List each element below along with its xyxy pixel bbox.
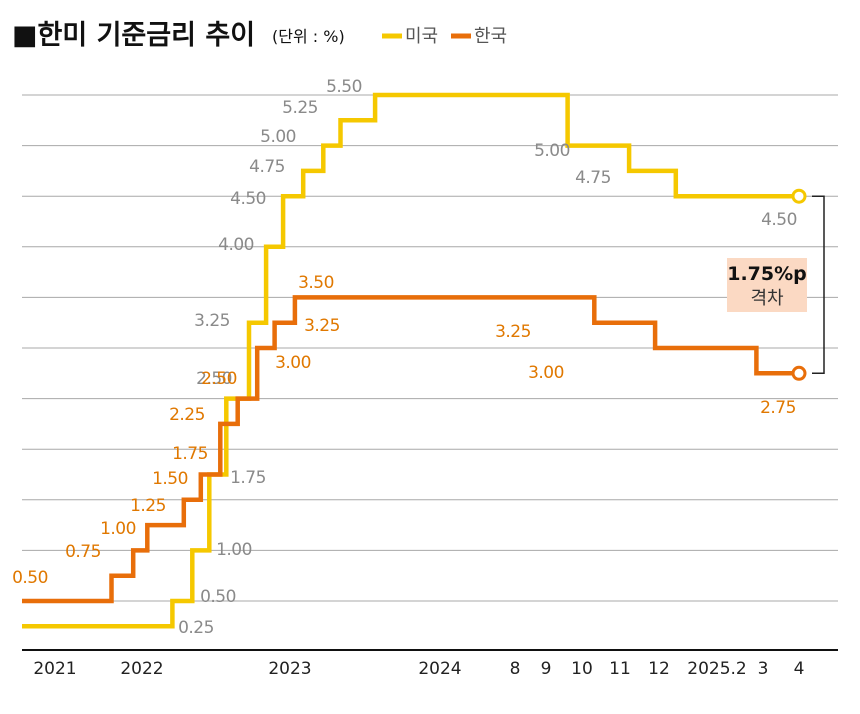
value-label-us: 4.75 xyxy=(249,157,285,177)
value-label-us: 4.75 xyxy=(575,168,611,188)
value-label-us: 3.25 xyxy=(194,311,230,331)
value-label-us: 4.50 xyxy=(761,210,797,230)
value-label-us: 5.25 xyxy=(282,98,318,118)
value-label-kr: 1.50 xyxy=(152,469,188,489)
value-label-kr: 2.75 xyxy=(760,398,796,418)
chart-title: ■한미 기준금리 추이 xyxy=(12,20,255,51)
value-label-kr: 3.50 xyxy=(298,273,334,293)
x-tick-label: 4 xyxy=(794,659,805,679)
value-label-us: 0.25 xyxy=(178,618,214,638)
x-tick-label: 10 xyxy=(571,659,593,679)
value-label-us: 5.50 xyxy=(326,77,362,97)
x-tick-label: 2022 xyxy=(120,659,163,679)
x-tick-label: 12 xyxy=(648,659,670,679)
value-label-kr: 3.00 xyxy=(528,363,564,383)
series-line-us xyxy=(22,92,799,629)
value-label-us: 5.00 xyxy=(534,141,570,161)
value-label-kr: 1.00 xyxy=(100,519,136,539)
x-tick-label: 2021 xyxy=(33,659,76,679)
gap-highlight-box xyxy=(727,258,807,312)
gap-bracket xyxy=(812,195,825,375)
value-label-kr: 0.75 xyxy=(65,542,101,562)
gap-label: 격차 xyxy=(750,288,784,309)
series-lines xyxy=(22,92,799,629)
value-label-kr: 3.25 xyxy=(495,322,531,342)
legend-label-us: 미국 xyxy=(405,26,438,47)
value-label-kr: 1.75 xyxy=(172,444,208,464)
value-label-us: 4.50 xyxy=(230,189,266,209)
value-label-us: 5.00 xyxy=(260,127,296,147)
legend-label-kr: 한국 xyxy=(474,26,507,47)
x-tick-label: 9 xyxy=(541,659,552,679)
end-marker-us xyxy=(791,188,807,204)
x-tick-label: 8 xyxy=(510,659,521,679)
x-tick-label: 2025.2 xyxy=(687,659,746,679)
value-label-kr: 0.50 xyxy=(12,568,48,588)
end-marker-kr xyxy=(791,365,807,381)
x-tick-label: 2024 xyxy=(418,659,461,679)
end-markers xyxy=(791,188,807,381)
x-tick-label: 11 xyxy=(609,659,631,679)
x-tick-label: 2023 xyxy=(268,659,311,679)
value-label-kr: 2.50 xyxy=(201,369,237,389)
value-label-us: 2.50 xyxy=(196,369,232,389)
value-label-us: 1.00 xyxy=(216,540,252,560)
x-tick-label: 3 xyxy=(758,659,769,679)
value-label-us: 1.75 xyxy=(230,468,266,488)
gap-annotation: 1.75%p 격차 xyxy=(727,195,825,375)
value-label-us: 4.00 xyxy=(218,235,254,255)
value-label-us: 0.50 xyxy=(200,587,236,607)
chart-unit: (단위 : %) xyxy=(272,27,345,46)
series-value-labels: 0.250.501.001.752.503.254.004.504.755.00… xyxy=(12,77,797,638)
legend: 미국 한국 xyxy=(382,26,507,47)
value-label-kr: 2.25 xyxy=(169,405,205,425)
x-tick-labels: 2021 2022 2023 2024 8 9 10 11 12 2025.2 3 4 xyxy=(33,659,804,679)
series-line-kr xyxy=(22,295,799,604)
gap-value: 1.75%p xyxy=(727,263,807,285)
value-label-kr: 3.00 xyxy=(275,353,311,373)
value-label-kr: 3.25 xyxy=(304,316,340,336)
value-label-kr: 1.25 xyxy=(130,496,166,516)
